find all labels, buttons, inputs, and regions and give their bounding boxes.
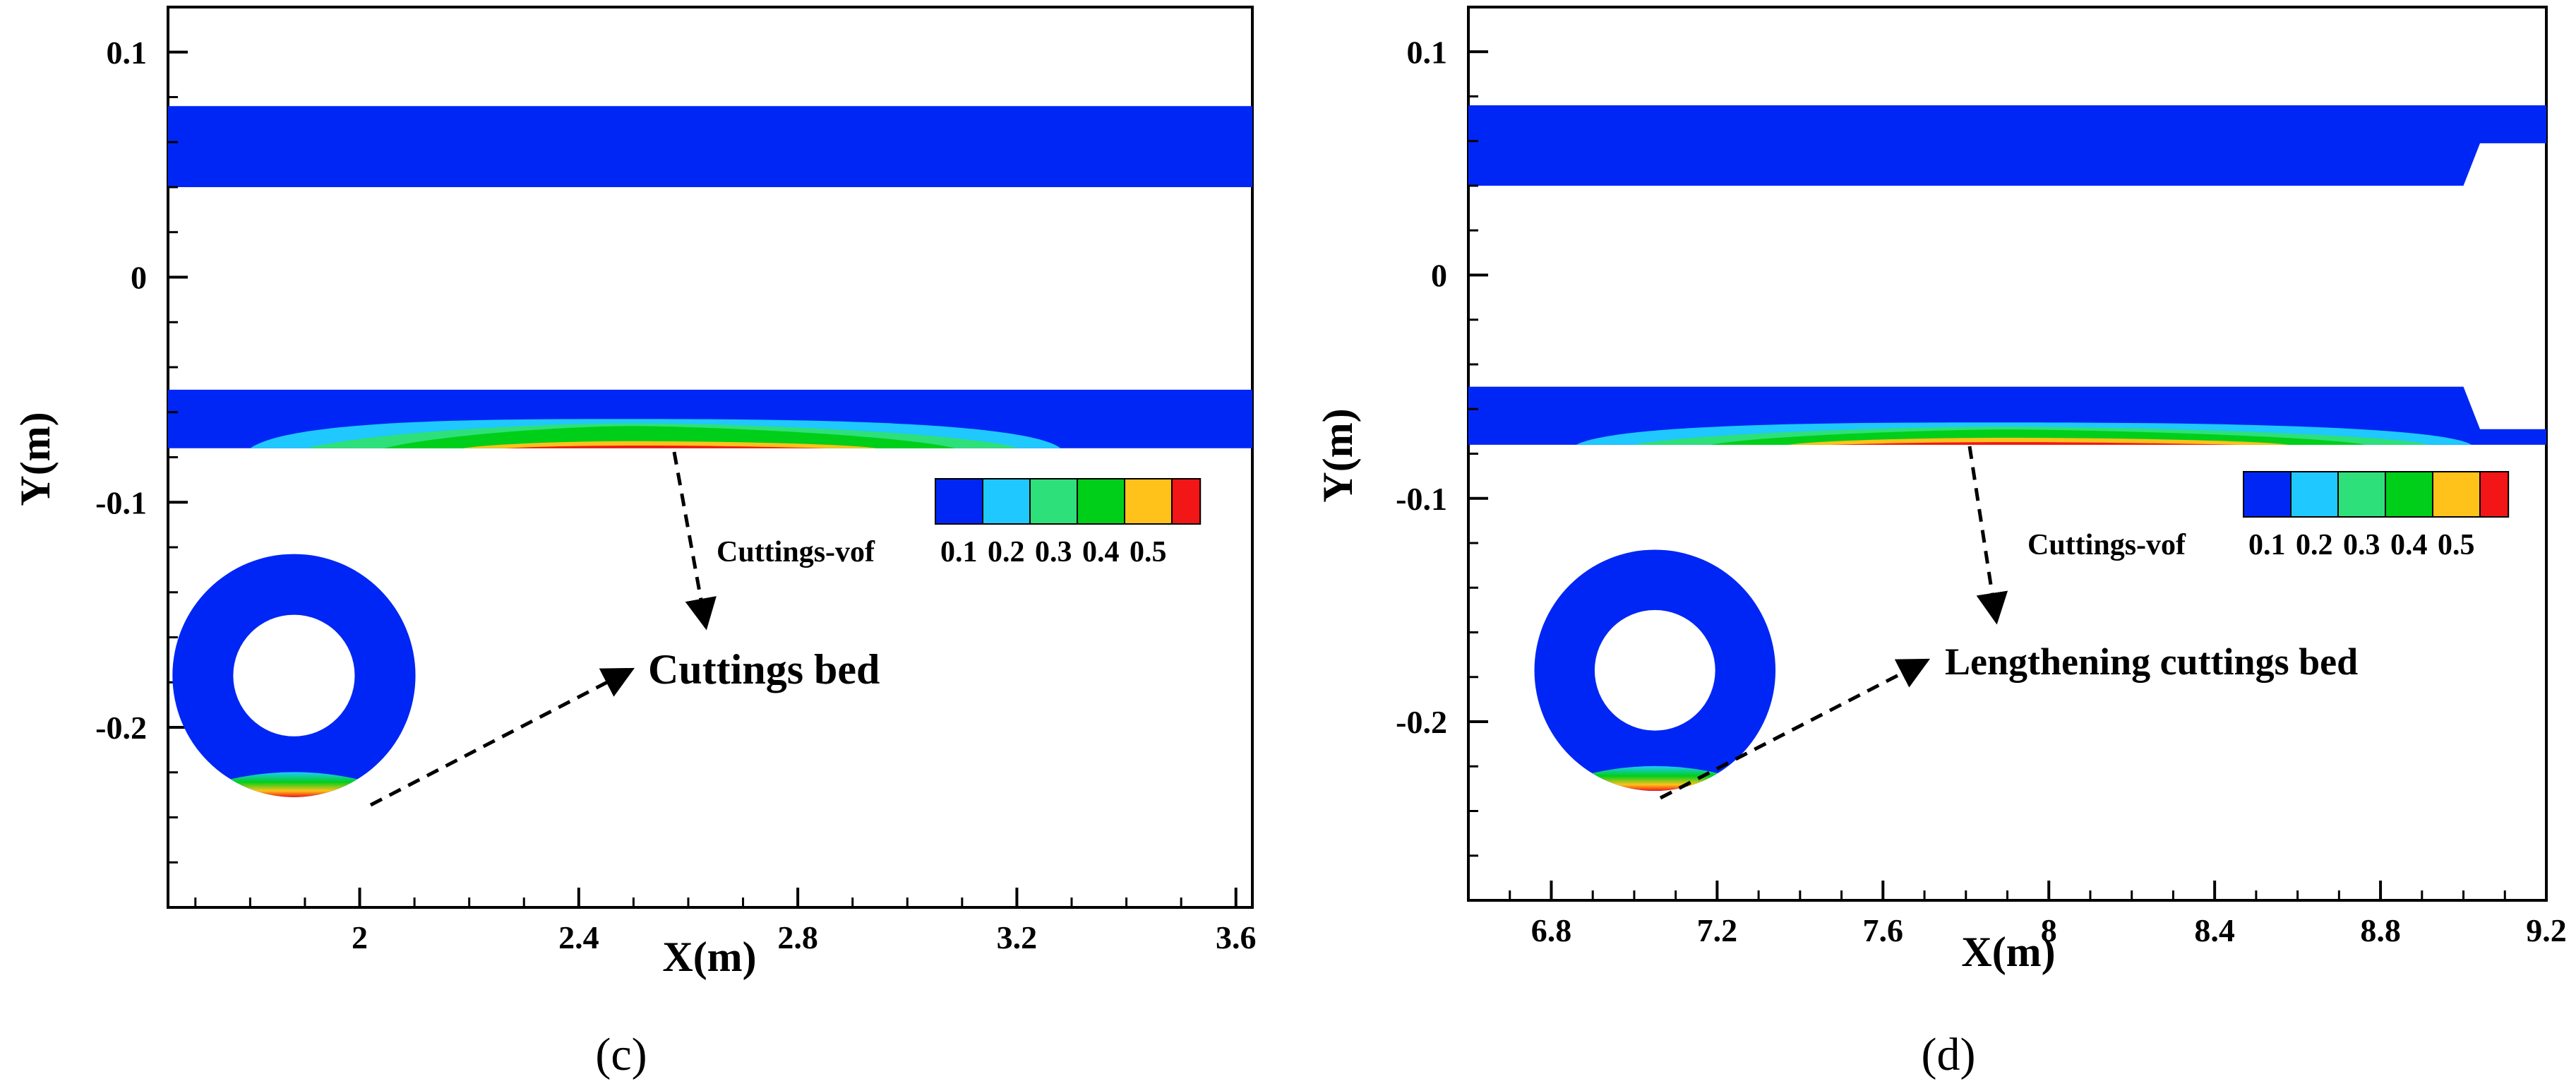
legend-swatch bbox=[1077, 478, 1125, 525]
annotation-arrow-up bbox=[1659, 658, 1930, 800]
legend-level-3: 0.3 bbox=[1035, 536, 1072, 568]
legend-level-3: 0.3 bbox=[2343, 529, 2380, 561]
legend-swatch bbox=[2432, 471, 2481, 518]
legend-swatch bbox=[1171, 478, 1202, 525]
ring-inner-pipe bbox=[233, 614, 355, 737]
annulus-cross-section bbox=[1534, 549, 1776, 792]
x-tick-label: 8 bbox=[2041, 912, 2057, 948]
x-tick-label: 7.6 bbox=[1863, 912, 1904, 948]
annotation-arrow-down bbox=[1967, 446, 2008, 625]
y-axis-label: Y(m) bbox=[12, 412, 59, 506]
cuttings-bed bbox=[250, 419, 1061, 448]
legend-swatches bbox=[935, 478, 1202, 525]
legend-level-4: 0.4 bbox=[2390, 529, 2428, 561]
panel-c: 2 2.4 2.8 3.2 3.6 0.1 0 -0.1 -0.2 Cuttings-vof … bbox=[12, 6, 1257, 1080]
x-tick-label: 2.4 bbox=[558, 919, 599, 955]
cuttings-bed-peak bbox=[504, 446, 828, 448]
legend-swatch bbox=[2337, 471, 2386, 518]
y-tick-label: 0.1 bbox=[1407, 34, 1448, 70]
x-axis-ticks: 6.8 7.2 7.6 8 8.4 8.8 9.2 bbox=[1509, 881, 2567, 948]
y-axis-ticks: 0.1 0 -0.1 -0.2 bbox=[95, 35, 188, 864]
legend-level-2: 0.2 bbox=[2296, 529, 2333, 561]
legend-level-5: 0.5 bbox=[2438, 529, 2475, 561]
legend-swatches bbox=[2243, 471, 2510, 518]
legend-swatch bbox=[982, 478, 1031, 525]
legend-swatch bbox=[1029, 478, 1078, 525]
ring-inner-pipe bbox=[1594, 609, 1715, 731]
x-tick-label: 3.6 bbox=[1216, 919, 1257, 955]
x-axis-ticks: 2 2.4 2.8 3.2 3.6 bbox=[194, 888, 1257, 955]
y-axis-label: Y(m) bbox=[1314, 408, 1361, 502]
x-tick-label: 2 bbox=[352, 919, 368, 955]
annular-band-upper bbox=[168, 106, 1252, 187]
x-tick-label: 8.8 bbox=[2360, 912, 2401, 948]
panel-label: (d) bbox=[1922, 1029, 1976, 1080]
x-tick-label: 6.8 bbox=[1531, 912, 1572, 948]
cuttings-bed bbox=[1576, 422, 2472, 445]
y-tick-label: -0.2 bbox=[1396, 704, 1447, 740]
ring-cuttings bbox=[230, 772, 358, 797]
legend-swatch bbox=[1124, 478, 1173, 525]
x-axis-label: X(m) bbox=[662, 934, 756, 980]
legend-swatch bbox=[2290, 471, 2339, 518]
legend-swatch bbox=[935, 478, 983, 525]
y-axis-ticks: 0.1 0 -0.1 -0.2 bbox=[1396, 34, 1488, 857]
x-tick-label: 3.2 bbox=[997, 919, 1038, 955]
legend-swatch bbox=[2243, 471, 2292, 518]
legend-level-5: 0.5 bbox=[1130, 536, 1167, 568]
legend-swatch bbox=[2479, 471, 2510, 518]
legend-level-1: 0.1 bbox=[2248, 529, 2286, 561]
vof-legend: Cuttings-vof 0.1 0.2 0.3 0.4 0.5 bbox=[717, 478, 1202, 568]
vof-legend: Cuttings-vof 0.1 0.2 0.3 0.4 0.5 bbox=[2027, 471, 2510, 561]
legend-level-4: 0.4 bbox=[1082, 536, 1120, 568]
cuttings-bed-annotation: Lengthening cuttings bed bbox=[1945, 640, 2358, 683]
legend-title: Cuttings-vof bbox=[717, 536, 875, 568]
y-tick-label: -0.1 bbox=[95, 484, 147, 520]
annulus-cross-section bbox=[172, 554, 416, 797]
y-tick-label: 0.1 bbox=[107, 35, 148, 71]
annular-band-upper bbox=[1468, 105, 2546, 186]
y-tick-label: -0.2 bbox=[95, 710, 147, 746]
x-tick-label: 2.8 bbox=[777, 919, 818, 955]
cuttings-bed-annotation: Cuttings bed bbox=[648, 646, 880, 693]
panel-label: (c) bbox=[595, 1029, 647, 1080]
cuttings-bed-inner bbox=[384, 426, 955, 448]
legend-level-2: 0.2 bbox=[988, 536, 1025, 568]
x-tick-label: 8.4 bbox=[2194, 912, 2235, 948]
y-tick-label: 0 bbox=[1431, 258, 1447, 294]
cuttings-bed-peak bbox=[1830, 442, 2239, 445]
annotation-arrow-down bbox=[672, 451, 717, 631]
annular-bands bbox=[168, 106, 1252, 448]
x-tick-label: 7.2 bbox=[1697, 912, 1738, 948]
x-axis-label: X(m) bbox=[1961, 929, 2055, 975]
legend-level-1: 0.1 bbox=[940, 536, 978, 568]
panel-d: 6.8 7.2 7.6 8 8.4 8.8 9.2 0.1 0 -0.1 -0.2 Cutting… bbox=[1314, 6, 2567, 1080]
legend-title: Cuttings-vof bbox=[2027, 529, 2186, 561]
x-tick-label: 9.2 bbox=[2526, 912, 2567, 948]
y-tick-label: -0.1 bbox=[1396, 481, 1447, 517]
y-tick-label: 0 bbox=[131, 260, 147, 296]
annotation-arrow-up bbox=[369, 667, 635, 807]
legend-swatch bbox=[2385, 471, 2433, 518]
